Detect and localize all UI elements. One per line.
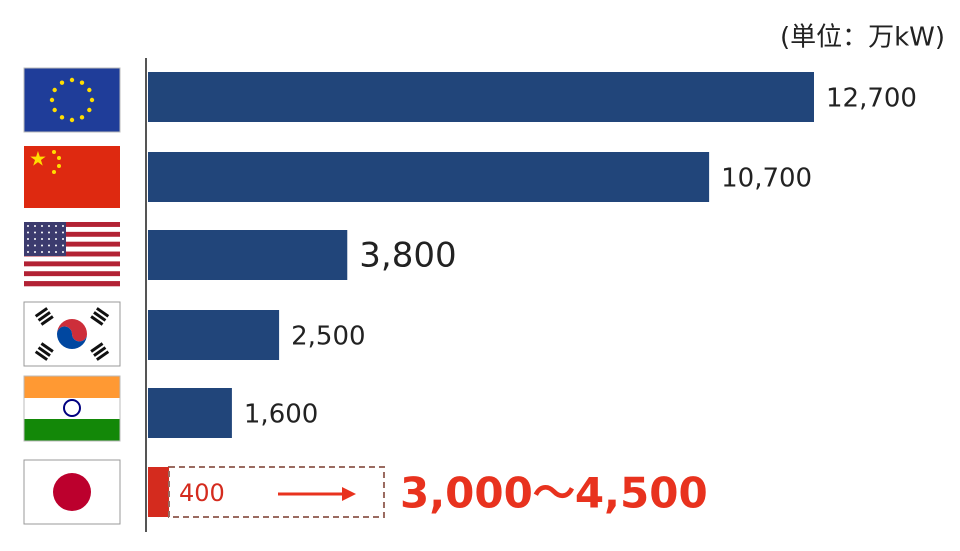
- flag-india-saffron: [24, 376, 120, 398]
- value-label: 3,800: [359, 236, 456, 276]
- flags: ★: [23, 67, 121, 525]
- us-canton: [24, 222, 66, 256]
- us-star: [27, 251, 29, 253]
- us-stripe: [24, 226, 120, 233]
- flag-usa: [24, 222, 120, 287]
- bar: [148, 72, 814, 122]
- us-star: [34, 238, 36, 240]
- eu-star: [89, 97, 95, 103]
- us-stripe: [24, 261, 120, 267]
- bar: [148, 310, 280, 360]
- flag-korea-trigrams: [34, 307, 110, 361]
- us-star: [55, 225, 57, 227]
- us-stripe: [24, 266, 120, 272]
- bar: [148, 467, 169, 517]
- us-stripe: [24, 276, 120, 282]
- flag-india-white: [24, 398, 120, 419]
- us-star: [27, 238, 29, 240]
- us-star: [27, 225, 29, 227]
- arrow-head: [342, 487, 356, 501]
- eu-star: [59, 115, 65, 120]
- flag-india-green: [24, 419, 120, 441]
- eu-star: [79, 80, 85, 85]
- us-star: [34, 225, 36, 227]
- us-star: [41, 251, 43, 253]
- bar: [148, 230, 348, 280]
- us-stripe: [24, 236, 120, 242]
- us-star: [55, 238, 57, 240]
- eu-star: [52, 87, 57, 93]
- us-star: [48, 251, 50, 253]
- us-stripe: [24, 251, 120, 257]
- value-label: 10,700: [721, 164, 812, 194]
- target-label: 3,000～4,500: [400, 469, 708, 518]
- target-box: [167, 466, 385, 518]
- us-star: [48, 244, 50, 247]
- flag-star: [52, 170, 56, 174]
- flag-star: [57, 156, 61, 160]
- eu-star: [59, 80, 65, 85]
- us-star: [62, 244, 64, 247]
- us-star: [27, 244, 29, 247]
- eu-star: [79, 115, 85, 120]
- us-star: [41, 225, 43, 227]
- flag-india-wheel: [63, 399, 81, 417]
- us-stripe: [24, 256, 120, 262]
- us-star: [27, 231, 29, 234]
- flag-korea-blue: [57, 326, 87, 349]
- flag-star: [57, 164, 61, 168]
- flag-eu: [23, 67, 121, 133]
- bar: [148, 388, 232, 438]
- unit-label: (単位：万kW): [780, 23, 945, 53]
- eu-stars: [49, 77, 95, 123]
- us-stripe: [24, 271, 120, 277]
- bar: [148, 152, 710, 202]
- us-star: [48, 231, 50, 234]
- us-star: [41, 244, 43, 247]
- us-star: [55, 251, 57, 253]
- eu-star: [87, 107, 92, 113]
- eu-star: [49, 97, 55, 103]
- flag-star: [52, 150, 56, 154]
- us-stripe: [24, 281, 120, 287]
- value-label: 400: [179, 479, 225, 507]
- us-star: [34, 244, 36, 247]
- us-star: [41, 231, 43, 234]
- eu-star: [87, 87, 92, 93]
- value-label: 12,700: [826, 84, 917, 114]
- us-star: [48, 225, 50, 227]
- us-star: [62, 238, 64, 240]
- flag-japan-disc: [53, 473, 91, 511]
- us-star: [41, 238, 43, 240]
- value-label: 2,500: [291, 322, 365, 352]
- eu-star: [69, 77, 75, 83]
- eu-star: [69, 117, 75, 123]
- flag-china: [24, 146, 120, 208]
- us-star: [62, 251, 64, 253]
- us-star: [55, 244, 57, 247]
- us-star: [62, 225, 64, 227]
- flag-korea-red: [57, 319, 87, 342]
- us-stripe: [24, 222, 120, 228]
- us-star: [48, 238, 50, 240]
- us-stripe: [24, 231, 120, 238]
- us-star: [34, 251, 36, 253]
- us-stripe: [24, 241, 120, 247]
- eu-star: [52, 107, 57, 113]
- us-star: [34, 231, 36, 234]
- flag-india-border: [23, 375, 121, 442]
- value-label: 1,600: [244, 400, 318, 430]
- us-stripe: [24, 246, 120, 252]
- us-star: [55, 231, 57, 234]
- flag-star: ★: [29, 147, 47, 171]
- us-star: [62, 231, 64, 234]
